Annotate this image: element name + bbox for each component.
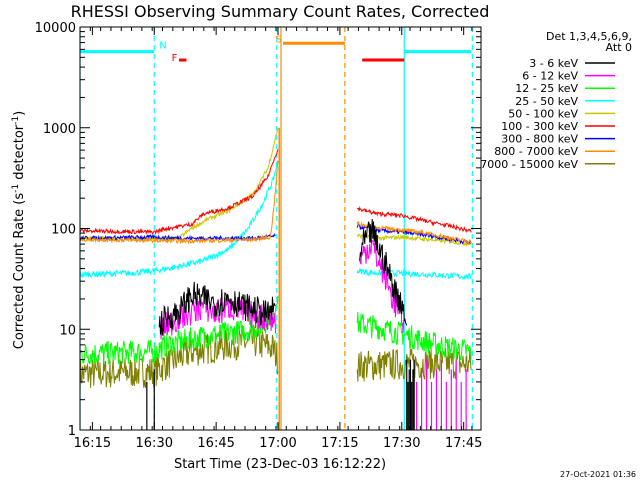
- x-tick-label-6: 17:45: [445, 436, 482, 451]
- y-tick-label-3: 1000: [43, 122, 76, 137]
- y-axis-label-mid: detector: [12, 124, 27, 184]
- x-tick-label-3: 17:00: [259, 436, 296, 451]
- series-s100-segment-1: [356, 206, 472, 233]
- legend-header-line-1: Det 1,3,4,5,6,9,: [546, 30, 632, 43]
- series-s3-segment-1: [359, 219, 408, 326]
- x-tick-label-2: 16:45: [197, 436, 234, 451]
- flag-label-N: N: [159, 41, 166, 52]
- x-tick-label-0: 16:15: [74, 436, 111, 451]
- legend-label-2: 12 - 25 keV: [515, 82, 578, 95]
- legend-label-5: 100 - 300 keV: [501, 120, 578, 133]
- series-s25-segment-1: [356, 268, 472, 281]
- series-s12-segment-0: [80, 295, 279, 365]
- series-s7000-segment-0: [80, 325, 279, 391]
- x-axis-label: Start Time (23-Dec-03 16:12:22): [174, 457, 386, 472]
- y-axis-label-sup-1: -1: [11, 184, 21, 193]
- legend-label-7: 800 - 7000 keV: [494, 145, 578, 158]
- series-s12-segment-1: [356, 311, 472, 361]
- series-s800-segment-1: [356, 220, 472, 245]
- y-tick-label-0: 1: [68, 424, 76, 439]
- chart-title: RHESSI Observing Summary Count Rates, Co…: [71, 2, 490, 21]
- series-s50-segment-0: [80, 127, 279, 243]
- series-s3-segment-0: [158, 281, 276, 336]
- y-tick-label-4: 10000: [35, 21, 76, 36]
- series-s800-segment-0: [80, 161, 279, 245]
- series-s100-segment-0: [80, 149, 279, 236]
- legend-label-1: 6 - 12 keV: [522, 70, 578, 83]
- footer-timestamp: 27-Oct-2021 01:36: [560, 470, 636, 479]
- y-axis-label-end: ): [12, 111, 27, 116]
- flag-label-F: F: [172, 53, 178, 64]
- y-tick-label-2: 100: [51, 223, 76, 238]
- axes: 16:15 16:30 16:45 17:00 17:15 17:30 17:45 1 10 10…: [35, 21, 483, 451]
- legend-label-0: 3 - 6 keV: [529, 57, 578, 70]
- legend-label-8: 7000 - 15000 keV: [480, 158, 578, 171]
- y-axis-label-sup-2: -1: [11, 116, 21, 125]
- y-axis-label-main: Corrected Count Rate (s: [12, 193, 27, 350]
- legend-label-4: 50 - 100 keV: [508, 107, 578, 120]
- legend-label-6: 300 - 800 keV: [501, 133, 578, 146]
- x-tick-label-1: 16:30: [136, 436, 173, 451]
- series-s6-segment-1: [359, 238, 405, 333]
- series-s6-segment-0: [158, 293, 277, 340]
- y-tick-label-1: 10: [59, 323, 76, 338]
- flag-label-S: S: [276, 35, 282, 46]
- y-axis-label: Corrected Count Rate (s-1 detector-1): [11, 111, 27, 349]
- series-s25-segment-0: [80, 160, 279, 279]
- legend-header-line-2: Att 0: [606, 41, 632, 54]
- x-tick-label-5: 17:30: [383, 436, 420, 451]
- legend-label-3: 25 - 50 keV: [515, 95, 578, 108]
- x-tick-label-4: 17:15: [321, 436, 358, 451]
